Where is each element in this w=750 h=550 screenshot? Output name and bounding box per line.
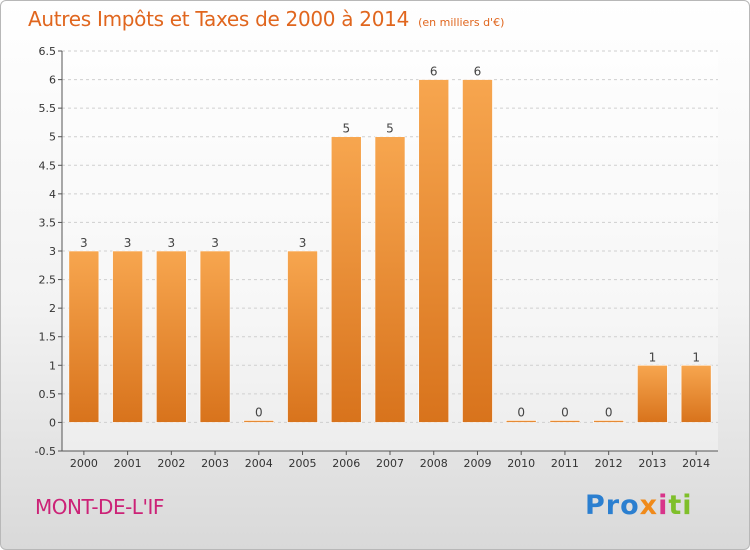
x-tick-label-2012: 2012 xyxy=(595,457,623,470)
bar-2001 xyxy=(112,250,143,423)
data-label-2010: 0 xyxy=(517,405,525,419)
y-tick-label: 1 xyxy=(49,359,56,372)
x-tick-label-2009: 2009 xyxy=(463,457,491,470)
bar-2011 xyxy=(549,420,581,423)
bar-2014 xyxy=(680,364,712,423)
data-label-2007: 5 xyxy=(386,122,394,136)
x-tick-label-2004: 2004 xyxy=(245,457,273,470)
x-tick-label-2001: 2001 xyxy=(114,457,142,470)
y-tick-label: 1.5 xyxy=(39,331,57,344)
bar-2005 xyxy=(287,250,318,423)
bar-2006 xyxy=(330,136,362,423)
y-tick-label: 0.5 xyxy=(39,388,57,401)
y-tick-label: 4 xyxy=(49,188,56,201)
bar-2013 xyxy=(637,364,668,423)
y-tick-label: 4.5 xyxy=(39,159,57,172)
y-tick-label: 0 xyxy=(49,416,56,429)
y-tick-label: 5.5 xyxy=(39,102,57,115)
proxiti-logo: Proxiti xyxy=(585,490,693,521)
y-tick-label: 3 xyxy=(49,245,56,258)
bar-2007 xyxy=(374,136,406,423)
data-label-2009: 6 xyxy=(474,65,482,79)
x-tick-label-2006: 2006 xyxy=(332,457,360,470)
x-tick-label-2005: 2005 xyxy=(289,457,317,470)
data-label-2012: 0 xyxy=(605,405,613,419)
bar-2002 xyxy=(156,250,187,423)
y-tick-label: 5 xyxy=(49,131,56,144)
x-tick-label-2003: 2003 xyxy=(201,457,229,470)
bar-2012 xyxy=(593,420,624,423)
bar-2008 xyxy=(418,79,450,423)
bar-2003 xyxy=(199,250,231,423)
data-label-2001: 3 xyxy=(124,236,132,250)
data-label-2014: 1 xyxy=(692,350,700,364)
chart-title: Autres Impôts et Taxes de 2000 à 2014 (e… xyxy=(28,7,504,31)
x-tick-label-2000: 2000 xyxy=(70,457,98,470)
bar-2000 xyxy=(68,250,100,423)
y-tick-label: -0.5 xyxy=(35,445,56,458)
town-name: MONT-DE-L'IF xyxy=(35,495,164,519)
chart-title-unit: (en milliers d'€) xyxy=(418,16,505,29)
data-label-2002: 3 xyxy=(168,236,176,250)
x-tick-label-2013: 2013 xyxy=(638,457,666,470)
data-label-2011: 0 xyxy=(561,405,569,419)
data-label-2006: 5 xyxy=(342,122,350,136)
y-tick-label: 6 xyxy=(49,74,56,87)
bars xyxy=(68,79,712,423)
y-tick-label: 6.5 xyxy=(39,45,57,58)
data-label-2003: 3 xyxy=(211,236,219,250)
x-tick-label-2014: 2014 xyxy=(682,457,710,470)
data-label-2005: 3 xyxy=(299,236,307,250)
data-label-2000: 3 xyxy=(80,236,88,250)
x-tick-label-2011: 2011 xyxy=(551,457,579,470)
bar-2009 xyxy=(462,79,493,423)
x-tick-label-2007: 2007 xyxy=(376,457,404,470)
y-tick-label: 3.5 xyxy=(39,216,57,229)
axes: -0.5 0 0.5 1 1.5 2 2.5 3 3.5 4 4.5 5 5.5 6 6.5 2000 2001… xyxy=(35,45,718,470)
y-tick-label: 2 xyxy=(49,302,56,315)
x-tick-label-2002: 2002 xyxy=(157,457,185,470)
x-tick-label-2008: 2008 xyxy=(420,457,448,470)
bar-2004 xyxy=(243,420,275,423)
data-label-2004: 0 xyxy=(255,405,263,419)
chart-title-main: Autres Impôts et Taxes de 2000 à 2014 xyxy=(28,7,409,31)
data-label-2013: 1 xyxy=(649,350,657,364)
data-labels: 3 3 3 3 0 3 5 5 6 6 0 0 0 1 1 xyxy=(80,65,700,420)
data-label-2008: 6 xyxy=(430,65,438,79)
y-tick-label: 2.5 xyxy=(39,274,57,287)
x-tick-label-2010: 2010 xyxy=(507,457,535,470)
bar-2010 xyxy=(505,420,537,423)
